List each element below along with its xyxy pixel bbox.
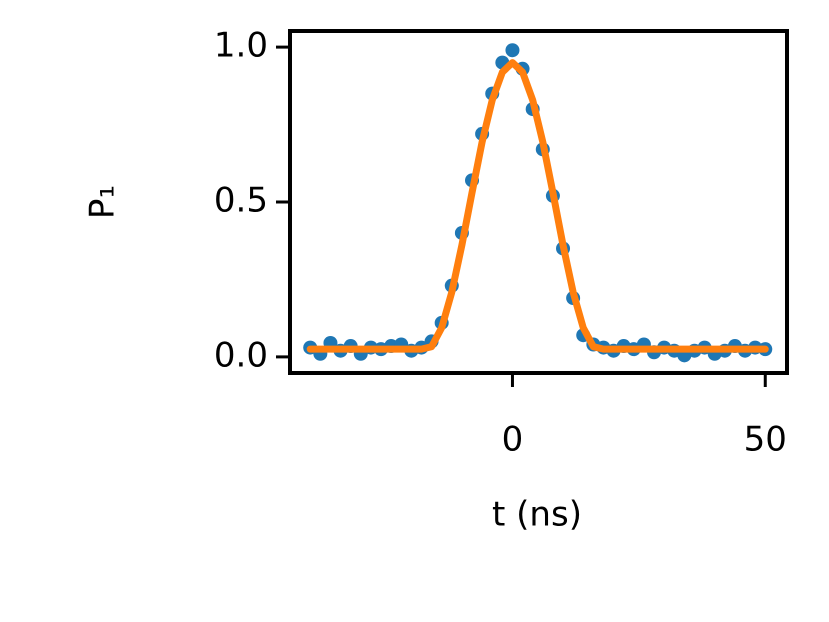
plot-frame xyxy=(288,29,789,375)
y-tick-label: 0.0 xyxy=(214,335,268,375)
data-point xyxy=(505,43,520,58)
y-tick-label: 0.5 xyxy=(214,181,268,221)
x-tick-label: 50 xyxy=(744,420,787,460)
fit-line xyxy=(306,59,769,353)
y-axis-label: P₁ xyxy=(83,185,123,219)
x-axis-label: t (ns) xyxy=(492,495,582,535)
x-tick-label: 0 xyxy=(502,420,524,460)
y-tick-label: 1.0 xyxy=(214,26,268,66)
